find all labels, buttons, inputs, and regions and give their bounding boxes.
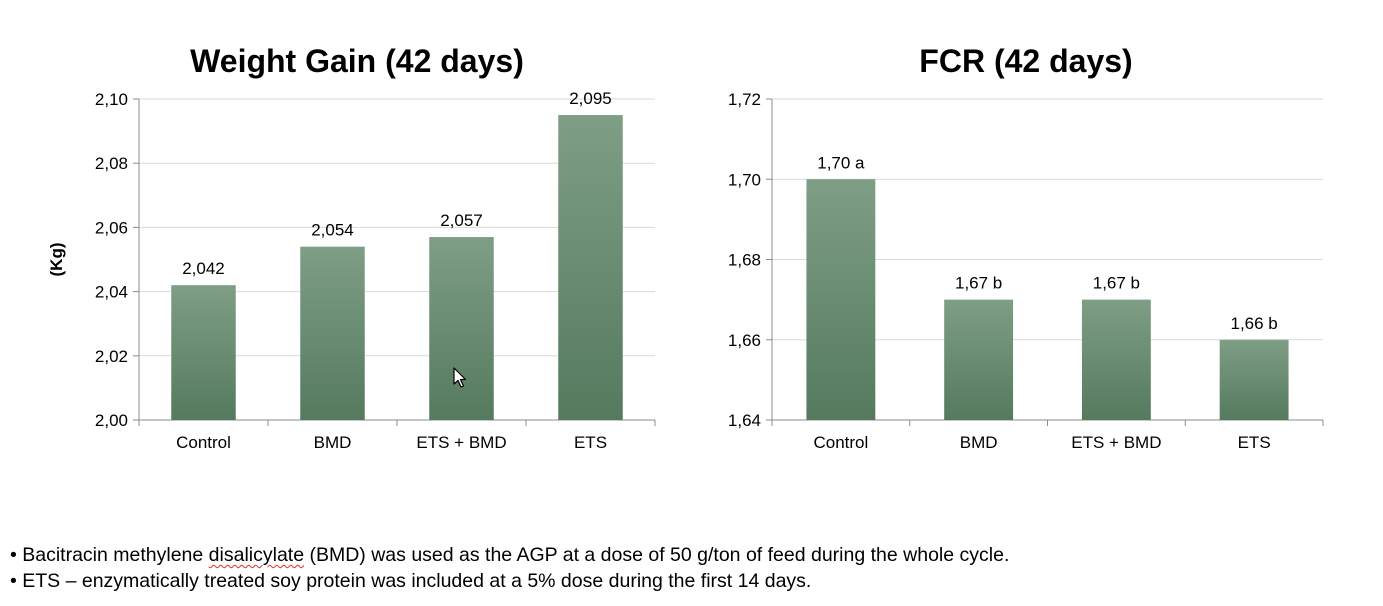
bar <box>806 179 876 420</box>
footnote-bmd-end: (BMD) was used as the AGP at a dose of 5… <box>304 544 1010 566</box>
y-tick-label: 1,72 <box>728 90 761 109</box>
y-tick-label: 2,06 <box>95 218 128 237</box>
y-tick-label: 1,68 <box>728 251 761 270</box>
data-label: 1,66 b <box>1230 314 1277 333</box>
data-label: 1,67 b <box>955 274 1002 293</box>
y-tick-label: 2,00 <box>95 411 128 430</box>
y-tick-label: 2,04 <box>95 283 128 302</box>
bar <box>1219 339 1289 420</box>
y-tick-label: 1,66 <box>728 331 761 350</box>
weight-gain-chart: Weight Gain (42 days) (Kg) 2,00 2,02 2,04 2,0… <box>47 43 656 452</box>
bar <box>558 115 623 421</box>
x-tick-label: ETS + BMD <box>1071 433 1161 452</box>
bar <box>171 285 236 420</box>
x-tick-label: ETS <box>574 433 607 452</box>
x-tick-label: BMD <box>960 433 998 452</box>
chart-title: Weight Gain (42 days) <box>190 43 524 79</box>
data-label: 2,042 <box>182 259 225 278</box>
x-tick-label: ETS <box>1238 433 1271 452</box>
y-tick-label: 2,10 <box>95 90 128 109</box>
footnote-ets: • ETS – enzymatically treated soy protei… <box>10 570 812 592</box>
data-label: 1,67 b <box>1093 274 1140 293</box>
bar <box>944 299 1014 420</box>
bar <box>1081 299 1151 420</box>
fcr-chart: FCR (42 days) 1,64 1,66 1,68 1,70 1,72 1,70 a C… <box>728 43 1324 452</box>
data-label: 1,70 a <box>817 153 865 172</box>
bar <box>429 237 494 420</box>
y-tick-label: 1,70 <box>728 170 761 189</box>
y-tick-label: 1,64 <box>728 411 761 430</box>
spellcheck-underlined-word: disalicylate <box>208 544 305 566</box>
chart-title: FCR (42 days) <box>919 43 1132 79</box>
x-tick-label: Control <box>813 433 868 452</box>
data-label: 2,057 <box>440 211 483 230</box>
x-tick-label: Control <box>176 433 231 452</box>
x-tick-label: BMD <box>314 433 352 452</box>
y-axis-label: (Kg) <box>47 243 66 277</box>
footnotes: • Bacitracin methylene disalicylate (BMD… <box>10 542 1009 594</box>
y-tick-label: 2,08 <box>95 154 128 173</box>
bar <box>300 246 365 420</box>
data-label: 2,054 <box>311 221 354 240</box>
y-tick-label: 2,02 <box>95 347 128 366</box>
x-tick-label: ETS + BMD <box>416 433 506 452</box>
data-label: 2,095 <box>569 89 612 108</box>
footnote-bmd: • Bacitracin methylene disalicylate (BMD… <box>10 542 1009 568</box>
footnote-bmd-start: • Bacitracin methylene <box>10 544 209 566</box>
mouse-pointer-icon <box>453 367 467 388</box>
